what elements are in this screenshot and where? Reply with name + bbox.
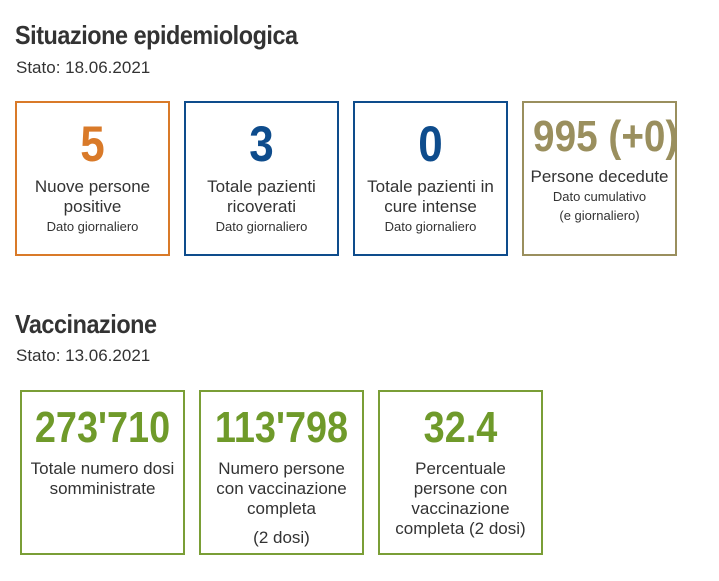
fully-vaccinated-value: 113'798 xyxy=(214,403,349,452)
new-positive-value: 5 xyxy=(80,116,105,172)
fully-vaccinated-label-doses: (2 dosi) xyxy=(253,528,310,547)
percent-vaccinated-value: 32.4 xyxy=(423,403,498,452)
deaths-sub-2: (e giornaliero) xyxy=(559,208,640,223)
total-doses-value: 273'710 xyxy=(34,403,171,452)
card-new-positive: 5 Nuove persone positive Dato giornalier… xyxy=(15,101,170,256)
icu-value: 0 xyxy=(418,116,443,172)
card-hospitalized: 3 Totale pazienti ricoverati Dato giorna… xyxy=(184,101,339,256)
icu-sub: Dato giornaliero xyxy=(384,219,477,234)
percent-vaccinated-label: Percentuale persone con vaccinazione com… xyxy=(395,459,526,538)
new-positive-sub: Dato giornaliero xyxy=(46,219,139,234)
card-percent-vaccinated: 32.4 Percentuale persone con vaccinazion… xyxy=(378,390,543,555)
card-icu: 0 Totale pazienti in cure intense Dato g… xyxy=(353,101,508,256)
icu-label: Totale pazienti in cure intense xyxy=(367,177,494,216)
hospitalized-value: 3 xyxy=(249,116,274,172)
vaccination-date: Stato: 13.06.2021 xyxy=(16,346,151,365)
new-positive-label: Nuove persone positive xyxy=(34,177,151,216)
hospitalized-sub: Dato giornaliero xyxy=(215,219,308,234)
vaccination-title: Vaccinazione xyxy=(15,309,157,339)
fully-vaccinated-label: Numero persone con vaccinazione completa xyxy=(216,459,347,518)
deaths-label: Persone decedute xyxy=(530,167,669,186)
epidemiology-title: Situazione epidemiologica xyxy=(15,20,298,50)
deaths-value: 995 (+0) xyxy=(533,112,679,161)
card-total-doses: 273'710 Totale numero dosi somministrate xyxy=(20,390,185,555)
card-fully-vaccinated: 113'798 Numero persone con vaccinazione … xyxy=(199,390,364,555)
card-deaths: 995 (+0) Persone decedute Dato cumulativ… xyxy=(522,101,679,256)
total-doses-label: Totale numero dosi somministrate xyxy=(30,459,175,498)
hospitalized-label: Totale pazienti ricoverati xyxy=(207,177,316,216)
epidemiology-date: Stato: 18.06.2021 xyxy=(16,58,151,77)
deaths-sub: Dato cumulativo xyxy=(552,189,647,204)
